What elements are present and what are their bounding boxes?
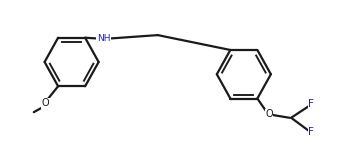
Text: O: O (265, 109, 273, 119)
Text: O: O (41, 98, 49, 108)
Text: F: F (308, 128, 314, 138)
Text: NH: NH (97, 34, 110, 43)
Text: F: F (308, 99, 314, 109)
